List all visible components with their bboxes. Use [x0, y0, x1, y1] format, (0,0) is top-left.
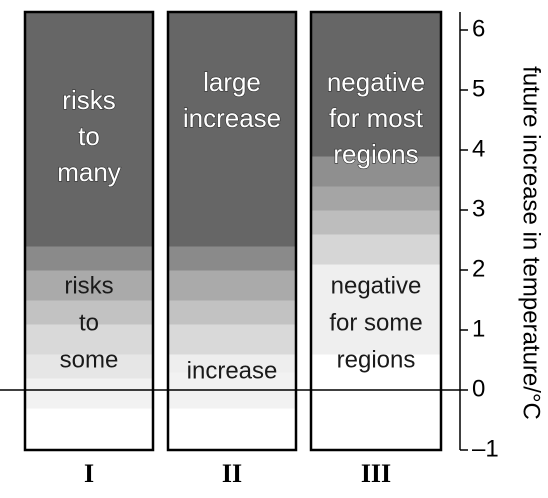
band-label-II-0-0: large: [203, 67, 261, 97]
band-III-3: [311, 210, 441, 235]
category-label-I: I: [84, 459, 94, 488]
y-tick-label-0: –1: [472, 435, 499, 462]
band-III-0: [311, 354, 441, 451]
band-label-I-1-1: to: [79, 309, 99, 336]
y-tick-label-5: 4: [472, 135, 485, 162]
band-III-6: [311, 12, 441, 157]
y-axis-title: future increase in temperature/°C: [518, 66, 545, 420]
band-III-1: [311, 264, 441, 355]
band-label-III-0-0: negative: [327, 67, 425, 97]
band-I-6: [25, 246, 153, 271]
column-II: large increase increase: [166, 10, 298, 452]
column-III: negative for most regions negative for some r…: [309, 10, 443, 452]
band-label-III-1-2: regions: [337, 346, 416, 373]
y-tick-label-6: 5: [472, 75, 485, 102]
band-II-4: [168, 300, 296, 325]
y-tick-label-3: 2: [472, 255, 485, 282]
band-I-0: [25, 408, 153, 451]
band-II-3: [168, 324, 296, 355]
column-I: risks to many risks to some: [23, 10, 155, 452]
band-label-I-1-2: some: [60, 346, 119, 373]
band-label-III-1-0: negative: [331, 272, 422, 299]
band-III-4: [311, 186, 441, 211]
band-II-5: [168, 270, 296, 301]
band-I-5: [25, 270, 153, 301]
band-label-I-0-2: many: [57, 157, 121, 187]
band-I-7: [25, 12, 153, 247]
band-I-4: [25, 300, 153, 325]
band-label-I-1-0: risks: [64, 272, 113, 299]
band-label-II-1-0: increase: [187, 357, 278, 384]
band-II-6: [168, 246, 296, 271]
band-II-0: [168, 408, 296, 451]
column-outline-II: [166, 10, 298, 452]
y-tick-label-1: 0: [472, 375, 485, 402]
band-label-I-0-0: risks: [62, 85, 115, 115]
column-outline-III: [309, 10, 443, 452]
y-tick-label-7: 6: [472, 15, 485, 42]
band-label-III-0-2: regions: [333, 139, 418, 169]
band-I-2: [25, 354, 153, 379]
band-III-2: [311, 234, 441, 265]
band-label-II-0-1: increase: [183, 103, 281, 133]
band-I-1: [25, 378, 153, 409]
category-label-II: II: [222, 459, 242, 488]
band-label-III-0-1: for most: [329, 103, 424, 133]
band-II-7: [168, 12, 296, 247]
y-tick-label-4: 3: [472, 195, 485, 222]
band-I-3: [25, 324, 153, 355]
column-outline-I: [23, 10, 155, 452]
y-tick-label-2: 1: [472, 315, 485, 342]
band-label-III-1-1: for some: [329, 309, 422, 336]
band-III-5: [311, 156, 441, 187]
band-II-2: [168, 354, 296, 373]
category-label-III: III: [361, 459, 391, 488]
band-label-I-0-1: to: [78, 121, 100, 151]
